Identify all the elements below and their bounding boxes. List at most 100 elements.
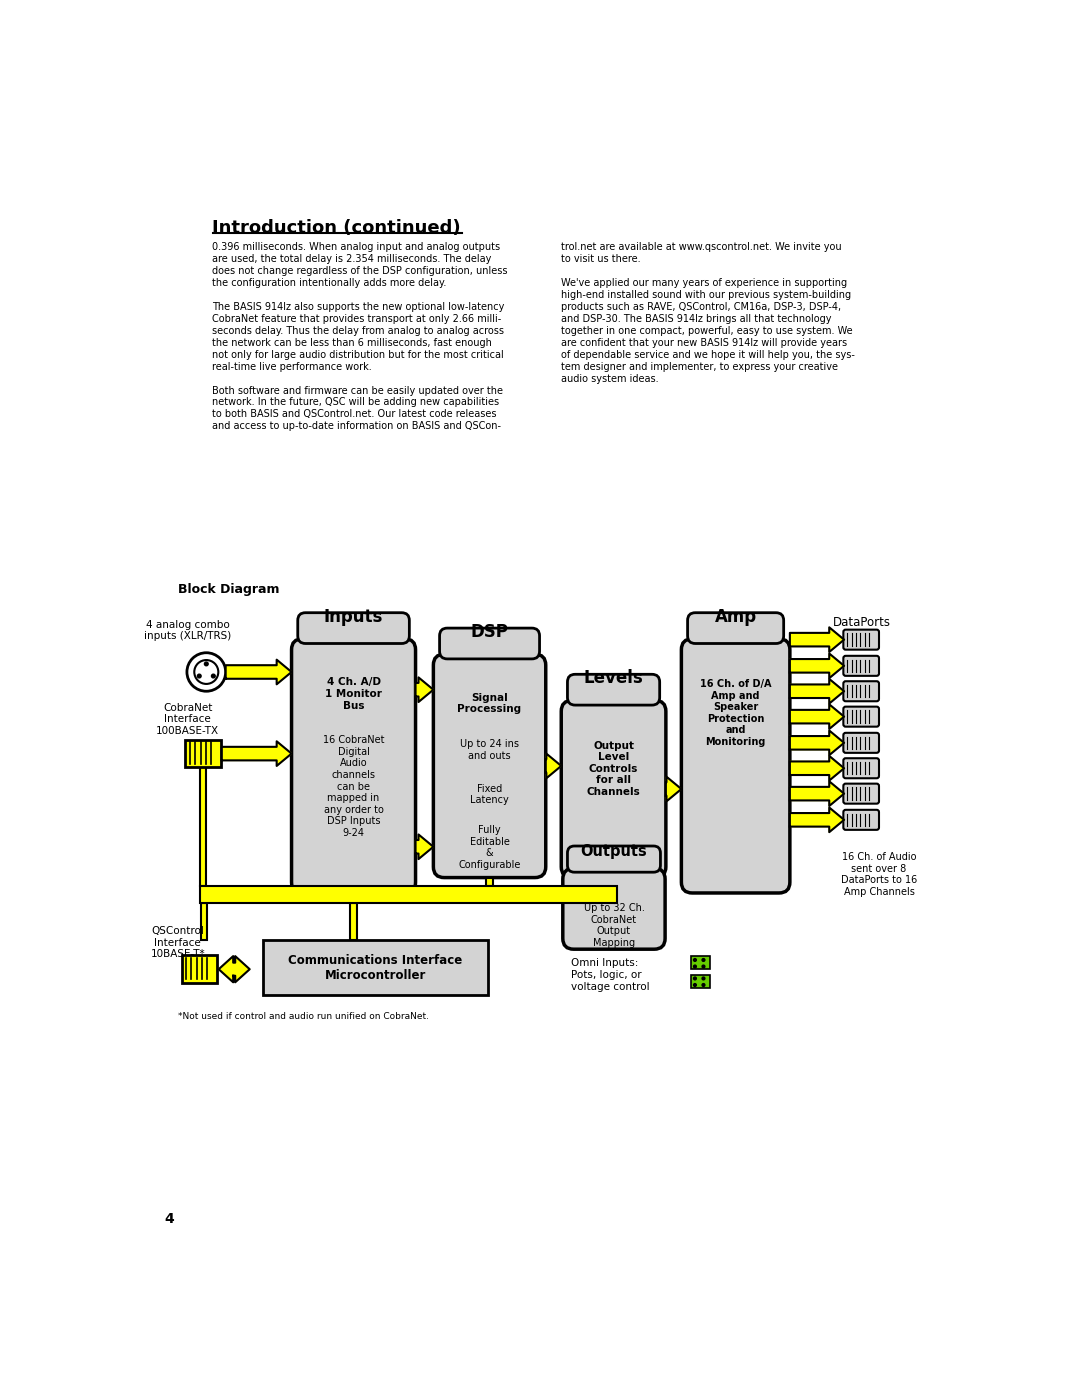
FancyBboxPatch shape: [691, 975, 710, 988]
Text: seconds delay. Thus the delay from analog to analog across: seconds delay. Thus the delay from analo…: [213, 326, 504, 335]
Circle shape: [204, 662, 208, 666]
Polygon shape: [789, 679, 845, 704]
FancyBboxPatch shape: [486, 877, 492, 886]
Circle shape: [702, 958, 705, 961]
Text: are used, the total delay is 2.354 milliseconds. The delay: are used, the total delay is 2.354 milli…: [213, 254, 491, 264]
FancyBboxPatch shape: [433, 654, 545, 877]
Text: and DSP-30. The BASIS 914lz brings all that technology: and DSP-30. The BASIS 914lz brings all t…: [562, 314, 832, 324]
FancyBboxPatch shape: [201, 902, 207, 940]
Text: audio system ideas.: audio system ideas.: [562, 373, 659, 384]
Text: trol.net are available at www.qscontrol.net. We invite you: trol.net are available at www.qscontrol.…: [562, 242, 842, 253]
Text: Fixed
Latency: Fixed Latency: [470, 784, 509, 805]
Polygon shape: [416, 834, 433, 859]
FancyBboxPatch shape: [298, 613, 409, 644]
Text: together in one compact, powerful, easy to use system. We: together in one compact, powerful, easy …: [562, 326, 853, 335]
Text: QSControl
Interface
10BASE-T*: QSControl Interface 10BASE-T*: [150, 926, 205, 960]
Text: Communications Interface
Microcontroller: Communications Interface Microcontroller: [288, 954, 462, 982]
FancyBboxPatch shape: [688, 613, 784, 644]
FancyBboxPatch shape: [350, 902, 356, 940]
Circle shape: [194, 659, 218, 685]
Circle shape: [693, 965, 697, 968]
Text: Levels: Levels: [583, 669, 644, 687]
FancyBboxPatch shape: [843, 759, 879, 778]
FancyBboxPatch shape: [562, 700, 666, 877]
Circle shape: [702, 965, 705, 968]
FancyBboxPatch shape: [563, 869, 665, 949]
Circle shape: [702, 983, 705, 986]
FancyBboxPatch shape: [843, 682, 879, 701]
Text: We've applied our many years of experience in supporting: We've applied our many years of experien…: [562, 278, 848, 288]
Text: 16 Ch. of Audio
sent over 8
DataPorts to 16
Amp Channels: 16 Ch. of Audio sent over 8 DataPorts to…: [841, 852, 917, 897]
Text: Introduction (continued): Introduction (continued): [213, 219, 461, 237]
Text: Amp: Amp: [715, 608, 757, 626]
Polygon shape: [221, 742, 292, 766]
FancyBboxPatch shape: [186, 740, 221, 767]
Polygon shape: [666, 777, 681, 802]
Text: *Not used if control and audio run unified on CobraNet.: *Not used if control and audio run unifi…: [177, 1013, 429, 1021]
FancyBboxPatch shape: [200, 886, 617, 902]
Text: the configuration intentionally adds more delay.: the configuration intentionally adds mor…: [213, 278, 447, 288]
Polygon shape: [789, 756, 845, 781]
FancyBboxPatch shape: [843, 655, 879, 676]
Text: Outputs: Outputs: [581, 844, 647, 859]
Circle shape: [198, 675, 201, 678]
FancyBboxPatch shape: [181, 956, 217, 983]
Text: Signal
Processing: Signal Processing: [458, 693, 522, 714]
Text: high-end installed sound with our previous system-building: high-end installed sound with our previo…: [562, 291, 851, 300]
Text: DataPorts: DataPorts: [833, 616, 891, 629]
FancyBboxPatch shape: [567, 675, 660, 705]
Text: 0.396 milliseconds. When analog input and analog outputs: 0.396 milliseconds. When analog input an…: [213, 242, 501, 253]
Polygon shape: [789, 704, 845, 729]
Circle shape: [693, 977, 697, 979]
Text: Up to 24 ins
and outs: Up to 24 ins and outs: [460, 739, 519, 760]
Polygon shape: [789, 781, 845, 806]
Circle shape: [693, 958, 697, 961]
Polygon shape: [545, 753, 562, 778]
FancyBboxPatch shape: [200, 767, 206, 886]
Text: network. In the future, QSC will be adding new capabilities: network. In the future, QSC will be addi…: [213, 398, 500, 408]
Text: to both BASIS and QSControl.net. Our latest code releases: to both BASIS and QSControl.net. Our lat…: [213, 409, 497, 419]
FancyBboxPatch shape: [691, 956, 710, 970]
Text: Up to 32 Ch.
CobraNet
Output
Mapping: Up to 32 Ch. CobraNet Output Mapping: [583, 902, 645, 947]
FancyBboxPatch shape: [843, 707, 879, 726]
Text: 16 CobraNet
Digital
Audio
channels
can be
mapped in
any order to
DSP Inputs
9-24: 16 CobraNet Digital Audio channels can b…: [323, 735, 384, 838]
Polygon shape: [789, 807, 845, 833]
Text: not only for large audio distribution but for the most critical: not only for large audio distribution bu…: [213, 349, 504, 360]
Text: are confident that your new BASIS 914lz will provide years: are confident that your new BASIS 914lz …: [562, 338, 848, 348]
FancyBboxPatch shape: [843, 733, 879, 753]
Circle shape: [693, 983, 697, 986]
FancyBboxPatch shape: [292, 638, 416, 893]
Text: Omni Inputs:
Pots, logic, or
voltage control: Omni Inputs: Pots, logic, or voltage con…: [570, 958, 649, 992]
Polygon shape: [226, 659, 292, 685]
Text: 4 Ch. A/D
1 Monitor
Bus: 4 Ch. A/D 1 Monitor Bus: [325, 678, 382, 711]
Circle shape: [702, 977, 705, 979]
Text: 4 analog combo
inputs (XLR/TRS): 4 analog combo inputs (XLR/TRS): [144, 620, 231, 641]
Polygon shape: [789, 654, 845, 678]
Text: Both software and firmware can be easily updated over the: Both software and firmware can be easily…: [213, 386, 503, 395]
Text: CobraNet feature that provides transport at only 2.66 milli-: CobraNet feature that provides transport…: [213, 314, 502, 324]
Text: products such as RAVE, QSControl, CM16a, DSP-3, DSP-4,: products such as RAVE, QSControl, CM16a,…: [562, 302, 841, 312]
Polygon shape: [789, 731, 845, 756]
FancyBboxPatch shape: [262, 940, 488, 996]
Polygon shape: [416, 678, 433, 703]
Circle shape: [187, 652, 226, 692]
Text: the network can be less than 6 milliseconds, fast enough: the network can be less than 6 milliseco…: [213, 338, 492, 348]
Text: tem designer and implementer, to express your creative: tem designer and implementer, to express…: [562, 362, 838, 372]
Text: to visit us there.: to visit us there.: [562, 254, 640, 264]
FancyBboxPatch shape: [440, 629, 540, 659]
Polygon shape: [218, 956, 249, 982]
Polygon shape: [789, 627, 845, 652]
Text: real-time live performance work.: real-time live performance work.: [213, 362, 373, 372]
Text: CobraNet
Interface
100BASE-TX: CobraNet Interface 100BASE-TX: [157, 703, 219, 736]
Text: Inputs: Inputs: [324, 608, 383, 626]
Text: DSP: DSP: [471, 623, 509, 641]
FancyBboxPatch shape: [681, 638, 789, 893]
FancyBboxPatch shape: [843, 810, 879, 830]
Text: and access to up-to-date information on BASIS and QSCon-: and access to up-to-date information on …: [213, 422, 501, 432]
FancyBboxPatch shape: [843, 784, 879, 803]
FancyBboxPatch shape: [843, 630, 879, 650]
Text: of dependable service and we hope it will help you, the sys-: of dependable service and we hope it wil…: [562, 349, 855, 360]
Text: 16 Ch. of D/A
Amp and
Speaker
Protection
and
Monitoring: 16 Ch. of D/A Amp and Speaker Protection…: [700, 679, 771, 747]
Circle shape: [212, 675, 215, 678]
Text: does not change regardless of the DSP configuration, unless: does not change regardless of the DSP co…: [213, 267, 508, 277]
